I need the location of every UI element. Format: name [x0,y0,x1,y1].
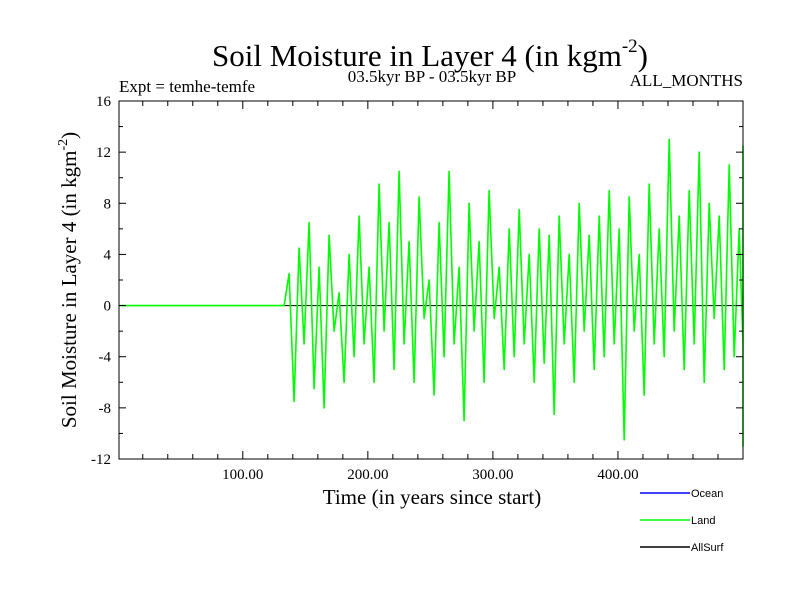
y-tick-label: -4 [99,350,112,366]
y-tick-label: 8 [104,196,112,212]
y-tick-label: -12 [91,452,111,468]
y-axis-label-close: ) [57,132,81,139]
legend: Ocean Land AllSurf [640,488,724,554]
y-axis-label: Soil Moisture in Layer 4 (in kgm-2) [56,132,81,428]
x-tick-label: 300.00 [472,467,513,483]
y-tick-label: -8 [99,401,112,417]
land-series-line [119,138,744,448]
x-tick-label: 400.00 [597,467,638,483]
experiment-label: Expt = temhe-temfe [119,77,255,96]
legend-ocean-label: Ocean [691,488,723,500]
y-axis-label-text: Soil Moisture in Layer 4 (in kgm [57,151,81,429]
x-tick-label: 100.00 [222,467,263,483]
chart-title-close: ) [638,38,648,73]
y-axis-label-superscript: -2 [56,139,71,151]
y-tick-label: 16 [96,94,112,110]
chart-title: Soil Moisture in Layer 4 (in kgm-2) [212,36,648,73]
y-tick-label: 12 [96,145,111,161]
legend-land-label: Land [691,515,715,527]
period-label: 03.5kyr BP - 03.5kyr BP [348,67,516,86]
legend-allsurf-label: AllSurf [691,542,724,554]
data-layer [119,138,744,448]
chart-title-text: Soil Moisture in Layer 4 (in kgm [212,38,622,73]
y-tick-label: 0 [104,299,112,315]
axis-ticks: -12 -8 -4 0 4 8 12 16 100.00 200.00 300.00 400.00 [91,94,743,483]
x-tick-label: 200.00 [347,467,388,483]
y-tick-label: 4 [104,247,112,263]
months-label: ALL_MONTHS [630,71,743,90]
plot-frame [118,100,744,460]
x-axis-label: Time (in years since start) [323,485,542,509]
chart-title-superscript: -2 [622,36,638,57]
